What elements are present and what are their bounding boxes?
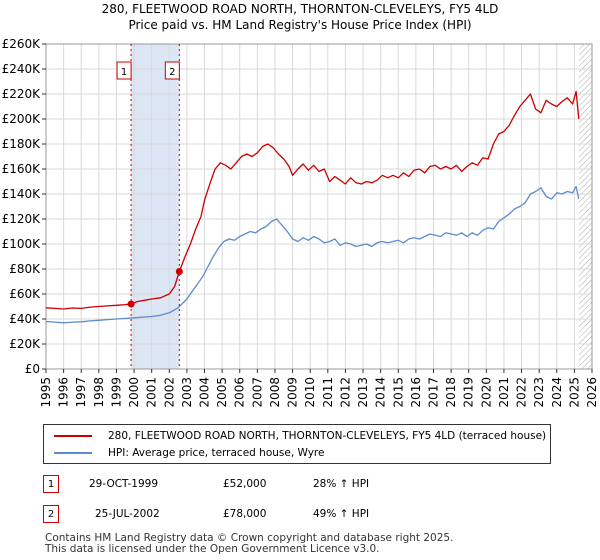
sale-price-2: £78,000 <box>223 508 267 520</box>
sale-marker-label-2: 2 <box>169 67 175 78</box>
series-line-hpi <box>45 185 580 324</box>
x-tick-label: 2015 <box>391 377 405 408</box>
x-tick-label: 2001 <box>145 377 159 408</box>
x-tick-label: 2018 <box>444 377 458 408</box>
x-tick-label: 1998 <box>92 377 106 408</box>
price-chart: £0 £20K £40K £60K £80K £100K £120K £140K £160K £1… <box>2 37 599 408</box>
x-tick-label: 2013 <box>356 377 370 408</box>
sale-marker-box-2 <box>164 61 180 80</box>
plot-area-border <box>45 43 593 370</box>
legend-item-property: 280, FLEETWOOD ROAD NORTH, THORNTON-CLEV… <box>44 428 546 444</box>
sale-date-2: 25-JUL-2002 <box>95 508 160 520</box>
x-tick-label: 2006 <box>233 377 247 408</box>
x-tick-label: 2020 <box>479 377 493 408</box>
sale-period-shading <box>131 44 180 369</box>
x-tick-label: 2024 <box>550 377 564 408</box>
sale-badge-2: 2 <box>43 505 59 523</box>
x-tick-label: 2008 <box>268 377 282 408</box>
x-tick-label: 2003 <box>180 377 194 408</box>
x-tick-label: 1997 <box>74 377 88 408</box>
y-tick-label: £260K <box>2 37 42 51</box>
footer-copyright: Contains HM Land Registry data © Crown c… <box>45 532 454 544</box>
sale-marker-box-1 <box>116 61 132 80</box>
footer-license: This data is licensed under the Open Gov… <box>45 543 380 555</box>
legend-swatch-blue <box>54 452 92 454</box>
y-tick-label: £40K <box>9 312 41 326</box>
x-tick-label: 2014 <box>374 377 388 408</box>
y-tick-label: £80K <box>9 262 41 276</box>
sale-price-1: £52,000 <box>223 478 267 490</box>
x-tick-label: 2023 <box>532 377 546 408</box>
x-tick-label: 1995 <box>39 377 53 408</box>
x-tick-label: 2011 <box>321 377 335 408</box>
x-tick-label: 2007 <box>250 377 264 408</box>
y-tick-label: £220K <box>2 87 42 101</box>
legend-swatch-red <box>54 435 92 437</box>
y-tick-label: £180K <box>2 137 42 151</box>
x-tick-label: 2026 <box>585 377 599 408</box>
y-tick-label: £100K <box>2 237 42 251</box>
sale-point-1 <box>127 300 135 308</box>
x-tick-label: 2012 <box>338 377 352 408</box>
x-tick-label: 2002 <box>162 377 176 408</box>
x-tick-label: 2025 <box>567 377 581 408</box>
x-tick-label: 2019 <box>462 377 476 408</box>
x-tick-label: 1996 <box>57 377 71 408</box>
legend: 280, FLEETWOOD ROAD NORTH, THORNTON-CLEV… <box>43 424 551 464</box>
chart-subtitle: Price paid vs. HM Land Registry's House … <box>128 18 472 32</box>
y-tick-label: £20K <box>9 337 41 351</box>
x-tick-label: 2010 <box>303 377 317 408</box>
legend-label-property: 280, FLEETWOOD ROAD NORTH, THORNTON-CLEV… <box>108 430 547 442</box>
sale-hpi-1: 28% ↑ HPI <box>313 478 370 490</box>
y-tick-label: £60K <box>9 287 41 301</box>
x-tick-label: 2016 <box>409 377 423 408</box>
y-tick-label: £240K <box>2 62 42 76</box>
legend-label-hpi: HPI: Average price, terraced house, Wyre <box>108 447 325 459</box>
y-tick-label: £200K <box>2 112 42 126</box>
sale-point-2 <box>175 268 183 275</box>
x-tick-label: 2004 <box>198 377 212 408</box>
series-line-property <box>45 90 580 310</box>
chart-title: 280, FLEETWOOD ROAD NORTH, THORNTON-CLEV… <box>101 2 499 16</box>
x-tick-label: 2009 <box>286 377 300 408</box>
sale-date-1: 29-OCT-1999 <box>89 478 158 490</box>
sale-hpi-2: 49% ↑ HPI <box>313 508 370 520</box>
legend-item-hpi: HPI: Average price, terraced house, Wyre <box>44 445 324 461</box>
y-tick-label: £140K <box>2 187 42 201</box>
y-tick-label: £120K <box>2 212 42 226</box>
sale-row-2: 2 25-JUL-2002 £78,000 49% ↑ HPI <box>43 505 583 525</box>
x-tick-label: 2022 <box>515 377 529 408</box>
x-tick-label: 2017 <box>426 377 440 408</box>
x-tick-label: 2021 <box>497 377 511 408</box>
x-tick-label: 1999 <box>109 377 123 408</box>
sale-row-1: 1 29-OCT-1999 £52,000 28% ↑ HPI <box>43 475 583 495</box>
y-tick-label: £0 <box>25 362 40 376</box>
x-tick-label: 2000 <box>127 377 141 408</box>
forecast-hatch <box>578 44 592 369</box>
y-tick-label: £160K <box>2 162 42 176</box>
sale-badge-1: 1 <box>43 475 59 493</box>
x-tick-label: 2005 <box>215 377 229 408</box>
sale-marker-label-1: 1 <box>121 67 127 78</box>
